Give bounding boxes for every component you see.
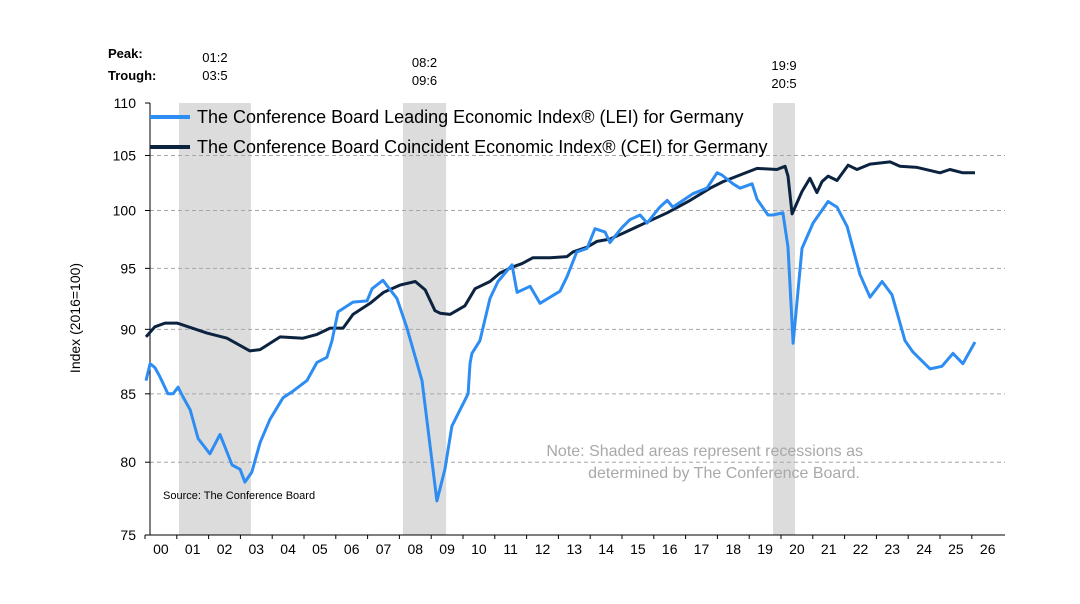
recession-labels: Peak: Trough: 01:2 03:5 08:2 09:6 19:9 20:5 [108, 46, 797, 91]
x-tick-label: 07 [376, 541, 392, 557]
recession-trough-date: 20:5 [771, 76, 796, 91]
recession-band [179, 103, 251, 535]
series-lines [144, 160, 977, 503]
y-tick-label: 110 [114, 95, 137, 111]
y-tick-label: 80 [120, 454, 136, 470]
x-tick-label: 08 [408, 541, 424, 557]
legend-label-cei: The Conference Board Coincident Economic… [197, 137, 768, 157]
x-tick-label: 26 [980, 541, 996, 557]
peak-label: Peak: [108, 46, 143, 61]
recession-trough-date: 09:6 [412, 73, 437, 88]
x-tick-label: 06 [344, 541, 360, 557]
x-tick-label: 13 [567, 541, 583, 557]
x-tick-label: 00 [153, 541, 169, 557]
recession-peak-date: 01:2 [202, 50, 227, 65]
recession-trough-date: 03:5 [202, 68, 227, 83]
lei-series-line [144, 171, 977, 503]
x-tick-label: 05 [312, 541, 328, 557]
x-tick-label: 09 [439, 541, 455, 557]
x-tick-label: 10 [471, 541, 487, 557]
y-tick-label: 95 [120, 260, 136, 276]
cei-series-line [144, 160, 975, 353]
recession-peak-date: 08:2 [412, 55, 437, 70]
x-tick-label: 01 [185, 541, 201, 557]
x-tick-label: 18 [726, 541, 742, 557]
note-line-1: Note: Shaded areas represent recessions … [546, 443, 863, 460]
recession-band [402, 103, 447, 535]
x-tick-label: 15 [630, 541, 646, 557]
x-tick-label: 02 [217, 541, 233, 557]
x-tick-label: 21 [821, 541, 837, 557]
legend-label-lei: The Conference Board Leading Economic In… [197, 107, 744, 127]
x-tick-label: 23 [885, 541, 901, 557]
recession-peak-date: 19:9 [771, 58, 796, 73]
note-line-2: determined by The Conference Board. [588, 465, 860, 482]
y-tick-label: 100 [113, 203, 137, 219]
recession-shading [179, 103, 795, 535]
axes: 75 80 85 90 95 100 105 110 00 01 02 03 04 05 06 07 08 09 1… [113, 95, 1005, 557]
y-tick-label: 85 [120, 386, 136, 402]
y-tick-label: 75 [120, 527, 136, 543]
x-tick-label: 24 [916, 541, 932, 557]
x-tick-label: 11 [503, 541, 518, 557]
x-tick-label: 12 [535, 541, 551, 557]
y-axis-label: Index (2016=100) [67, 263, 83, 373]
x-tick-label: 22 [853, 541, 869, 557]
x-tick-label: 04 [280, 541, 296, 557]
x-tick-label: 19 [757, 541, 773, 557]
x-tick-label: 03 [249, 541, 265, 557]
x-tick-label: 17 [694, 541, 710, 557]
x-tick-label: 20 [789, 541, 805, 557]
trough-label: Trough: [108, 68, 156, 83]
y-tick-label: 90 [120, 321, 136, 337]
source-note: Source: The Conference Board [163, 490, 315, 502]
x-tick-label: 16 [662, 541, 678, 557]
x-tick-label: 14 [598, 541, 614, 557]
y-tick-label: 105 [113, 147, 137, 163]
legend: The Conference Board Leading Economic In… [150, 107, 768, 157]
gridlines [150, 154, 1005, 463]
x-tick-label: 25 [948, 541, 964, 557]
